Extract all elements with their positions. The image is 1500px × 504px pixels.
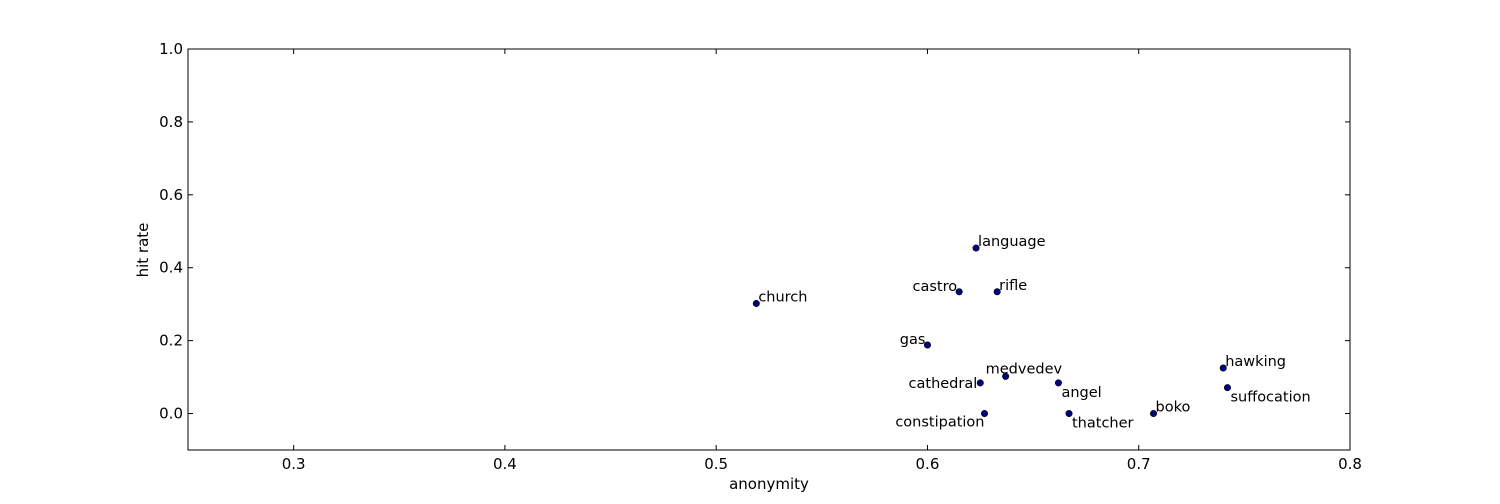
point-label-castro: castro [913, 279, 958, 295]
data-point-suffocation [1223, 384, 1231, 392]
point-label-thatcher: thatcher [1072, 416, 1134, 432]
point-label-cathedral: cathedral [909, 376, 978, 392]
point-label-church: church [758, 289, 807, 305]
point-label-medvedev: medvedev [986, 361, 1063, 377]
data-point-boko [1150, 410, 1158, 418]
point-label-angel: angel [1061, 385, 1101, 401]
point-label-hawking: hawking [1225, 354, 1286, 370]
data-point-rifle [993, 288, 1001, 296]
point-label-language: language [978, 234, 1046, 250]
data-point-constipation [980, 410, 988, 418]
y-tick-label: 0.4 [159, 259, 183, 277]
y-axis-label: hit rate [134, 223, 152, 278]
data-point-language [972, 244, 980, 252]
y-tick-label: 0.0 [159, 405, 183, 423]
point-label-boko: boko [1156, 400, 1191, 416]
x-tick-label: 0.8 [1338, 455, 1362, 473]
data-point-thatcher [1065, 410, 1073, 418]
plot-area [187, 48, 1351, 451]
x-tick-label: 0.4 [493, 455, 517, 473]
data-point-angel [1054, 379, 1062, 387]
x-tick-label: 0.5 [704, 455, 728, 473]
point-label-constipation: constipation [895, 415, 984, 431]
y-axis-ticks: 0.0 0.2 0.4 0.6 0.8 1.0 [159, 40, 1350, 423]
point-label-rifle: rifle [999, 278, 1027, 294]
y-tick-label: 1.0 [159, 40, 183, 58]
x-axis-label: anonymity [729, 475, 809, 493]
x-tick-label: 0.6 [916, 455, 940, 473]
y-tick-label: 0.6 [159, 186, 183, 204]
y-tick-label: 0.8 [159, 113, 183, 131]
data-point-gas [923, 341, 931, 349]
point-label-gas: gas [900, 332, 926, 348]
data-point-castro [955, 288, 963, 296]
x-tick-label: 0.3 [282, 455, 306, 473]
data-point-cathedral [976, 379, 984, 387]
point-label-suffocation: suffocation [1230, 390, 1310, 406]
data-point-medvedev [1002, 372, 1010, 380]
data-point-hawking [1219, 364, 1227, 372]
point-labels: church gas castro language cathedral constipa… [758, 234, 1310, 432]
data-points [752, 244, 1231, 418]
x-tick-label: 0.7 [1127, 455, 1151, 473]
x-axis-ticks: 0.3 0.4 0.5 0.6 0.7 0.8 [282, 49, 1362, 473]
data-point-church [752, 299, 760, 307]
y-tick-label: 0.2 [159, 332, 183, 350]
